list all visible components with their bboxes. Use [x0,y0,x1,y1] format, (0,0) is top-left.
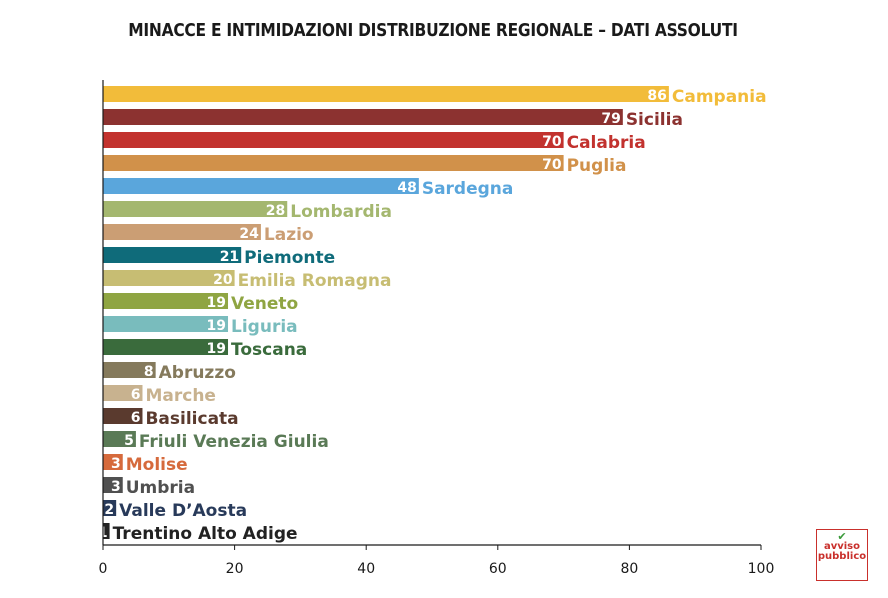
category-label-15: Friuli Venezia Giulia [139,432,329,452]
bar-value-label-18: 2 [104,502,114,518]
bar-17 [103,477,123,493]
bar-8 [103,270,235,286]
bar-16 [103,454,123,470]
bar-9 [103,293,229,309]
category-label-9: Veneto [231,294,298,314]
bar-4 [103,178,419,194]
category-label-6: Lazio [264,225,314,245]
bar-value-label-2: 70 [542,134,562,150]
bar-value-label-1: 79 [601,111,620,127]
bar-value-label-6: 24 [239,226,259,242]
bar-value-label-7: 21 [220,249,239,265]
bar-11 [103,339,229,355]
bar-1 [103,109,623,125]
category-label-8: Emilia Romagna [238,271,392,291]
category-label-11: Toscana [231,340,307,360]
bar-15 [103,431,136,447]
bar-value-label-10: 19 [207,318,226,334]
category-label-2: Calabria [567,133,646,153]
bar-value-label-14: 6 [131,410,141,426]
bar-value-label-17: 3 [111,479,121,495]
category-label-13: Marche [145,386,215,406]
category-label-12: Abruzzo [159,363,236,383]
bar-value-label-12: 8 [144,364,154,380]
bar-6 [103,224,261,240]
x-tick-label-3: 60 [489,561,507,577]
category-label-4: Sardegna [422,179,514,199]
bar-18 [103,500,117,516]
bar-value-label-15: 5 [124,433,134,449]
bar-value-label-11: 19 [207,341,226,357]
category-label-0: Campania [672,87,767,107]
category-label-3: Puglia [567,156,627,176]
category-label-5: Lombardia [290,202,392,222]
bar-value-label-0: 86 [647,88,666,104]
bar-value-label-5: 28 [266,203,285,219]
category-label-19: Trentino Alto Adige [113,524,298,544]
avviso-pubblico-logo: ✔ avviso pubblico [816,529,868,581]
bar-2 [103,132,564,148]
bar-value-label-9: 19 [207,295,226,311]
bar-3 [103,155,564,171]
category-label-14: Basilicata [145,409,238,429]
category-label-1: Sicilia [626,110,683,130]
chart-title: MINACCE E INTIMIDAZIONI DISTRIBUZIONE RE… [128,20,738,41]
bar-value-label-4: 48 [397,180,416,196]
category-label-16: Molise [126,455,188,475]
category-label-7: Piemonte [244,248,335,268]
bar-value-label-13: 6 [131,387,141,403]
bar-value-label-16: 3 [111,456,121,472]
bar-10 [103,316,229,332]
x-tick-label-1: 20 [226,561,244,577]
category-label-18: Valle D’Aosta [119,501,247,521]
check-icon: ✔ [837,531,847,543]
bar-14 [103,408,143,424]
x-tick-label-2: 40 [357,561,375,577]
x-tick-label-0: 0 [99,561,108,577]
bar-0 [103,86,669,102]
bar-value-label-3: 70 [542,157,562,173]
bar-12 [103,362,156,378]
axes-group: 0 20 40 60 80 100 [99,80,775,577]
logo-line-1: avviso [823,541,861,552]
x-tick-label-4: 80 [620,561,638,577]
x-tick-label-5: 100 [748,561,775,577]
bar-13 [103,385,143,401]
logo-line-2: pubblico [817,551,867,562]
bar-value-label-8: 20 [213,272,233,288]
bar-5 [103,201,288,217]
bar-19 [103,523,110,539]
bar-7 [103,247,242,263]
category-label-17: Umbria [126,478,195,498]
category-label-10: Liguria [231,317,298,337]
